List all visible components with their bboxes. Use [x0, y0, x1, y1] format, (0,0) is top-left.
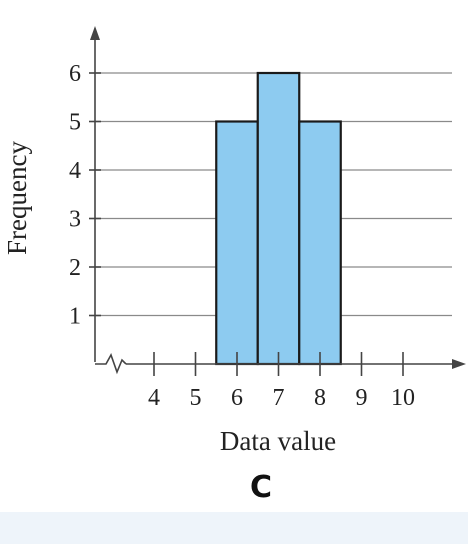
bar: [215, 120, 259, 366]
bar: [256, 71, 301, 366]
y-tick-label: 2: [69, 255, 81, 281]
x-tick-label: 6: [231, 385, 243, 411]
x-tick-label: 10: [391, 385, 415, 411]
x-axis-break: [95, 353, 127, 375]
x-axis-label: Data value: [220, 426, 336, 456]
y-axis-arrow: [90, 26, 100, 40]
y-tick-label: 3: [69, 207, 81, 233]
x-tick-label: 8: [314, 385, 326, 411]
bars: [215, 71, 342, 366]
y-ticks: 1 2 3 4 5 6: [69, 61, 101, 330]
bottom-strip: [0, 512, 468, 544]
x-tick-label: 5: [190, 385, 202, 411]
x-ticks: 4 5 6 7 8 9 10: [148, 352, 415, 411]
x-tick-label: 7: [273, 385, 285, 411]
axes: [90, 26, 466, 375]
x-tick-label: 4: [148, 385, 160, 411]
y-axis-label: Frequency: [2, 141, 32, 255]
histogram-chart: 1 2 3 4 5 6 4 5 6 7 8 9 10 Data value Frequency C: [2, 26, 466, 505]
y-tick-label: 5: [69, 110, 81, 136]
bar: [298, 120, 342, 366]
y-tick-label: 1: [69, 304, 81, 330]
panel-label: C: [250, 470, 272, 505]
x-tick-label: 9: [356, 385, 368, 411]
x-axis-arrow: [452, 359, 466, 369]
y-tick-label: 4: [69, 158, 81, 184]
y-tick-label: 6: [69, 61, 81, 87]
